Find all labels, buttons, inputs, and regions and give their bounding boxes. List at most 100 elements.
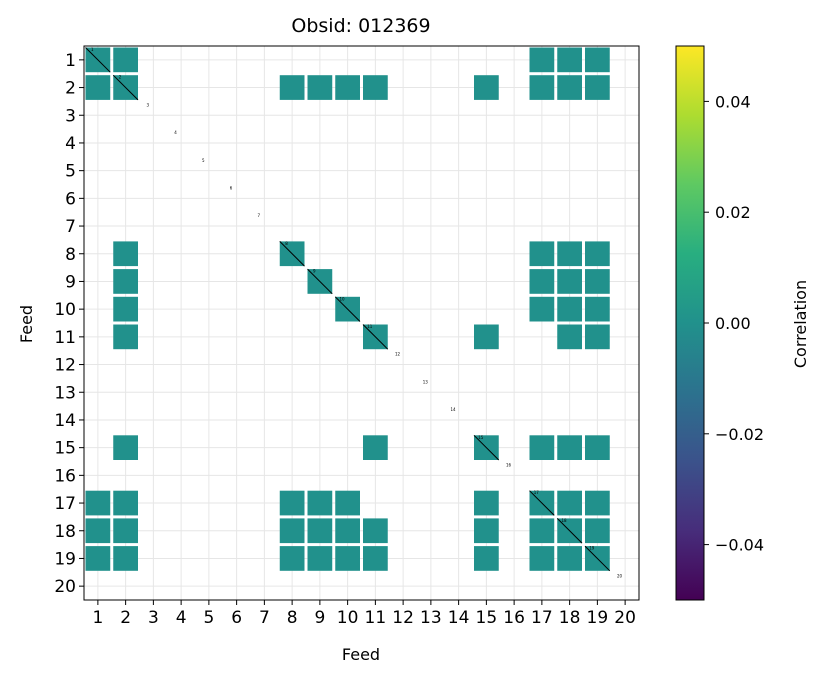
- diagonal-line-18: [556, 518, 583, 544]
- colorbar-tick-label: 0.04: [715, 92, 751, 111]
- y-tick-label: 17: [54, 494, 76, 514]
- y-tick-label: 19: [54, 549, 76, 569]
- y-tick-label: 20: [54, 577, 76, 597]
- y-tick-label: 3: [65, 106, 76, 126]
- diagonal-feed-label: 16: [506, 462, 512, 467]
- x-axis-ticks: 1 2 3 4 5 6 7 8 9 10 11 12 13 14 15 16 17 18 19 20: [92, 600, 636, 628]
- cell-2-11: [363, 75, 388, 100]
- diagonal-feed-label: 7: [258, 213, 261, 218]
- y-tick-label: 2: [65, 79, 76, 99]
- x-tick-label: 5: [203, 608, 214, 628]
- diagonal-feed-label: 3: [147, 102, 150, 107]
- x-tick-label: 9: [314, 608, 325, 628]
- diagonal-feed-label: 4: [174, 130, 177, 135]
- x-tick-label: 13: [420, 608, 442, 628]
- diagonal-feed-label: 12: [395, 352, 401, 357]
- cell-18-15: [474, 518, 499, 544]
- diagonal-feed-label: 18: [562, 518, 568, 523]
- y-tick-label: 9: [65, 272, 76, 292]
- cell-9-17: [529, 269, 555, 294]
- x-tick-label: 6: [231, 608, 242, 628]
- cell-11-15: [474, 324, 499, 350]
- colorbar-label: Correlation: [791, 280, 810, 368]
- cell-2-19: [585, 75, 610, 100]
- y-tick-label: 1: [65, 51, 76, 71]
- diagonal-line-15: [473, 434, 500, 461]
- cell-17-2: [113, 490, 138, 516]
- y-tick-label: 13: [54, 383, 76, 403]
- x-tick-label: 4: [176, 608, 187, 628]
- cell-17-1: [85, 490, 111, 516]
- cell-18-2: [113, 518, 138, 544]
- cell-9-2: [113, 269, 138, 294]
- cell-18-11: [363, 518, 388, 544]
- cell-18-9: [307, 518, 333, 544]
- cell-18-1: [85, 518, 111, 544]
- diagonal-feed-label: 13: [423, 379, 429, 384]
- y-tick-label: 12: [54, 356, 76, 376]
- cell-19-10: [335, 546, 360, 571]
- plot-frame: [83, 45, 640, 601]
- cell-2-17: [529, 75, 555, 100]
- cell-2-8: [279, 75, 305, 100]
- cell-8-17: [529, 241, 555, 267]
- cell-11-19: [585, 324, 610, 350]
- diagonal-feed-label: 6: [230, 185, 233, 190]
- diagonal-feed-label: 9: [313, 269, 316, 274]
- cell-8-18: [557, 241, 582, 267]
- cell-15-2: [113, 435, 138, 460]
- x-tick-label: 3: [148, 608, 159, 628]
- cell-1-18: [557, 47, 582, 73]
- x-tick-label: 14: [448, 608, 470, 628]
- cell-10-17: [529, 296, 555, 322]
- y-tick-label: 6: [65, 189, 76, 209]
- y-tick-label: 15: [54, 439, 76, 459]
- x-tick-label: 1: [92, 608, 103, 628]
- diagonal-feed-label: 15: [478, 435, 484, 440]
- cell-2-10: [335, 75, 360, 100]
- cell-8-2: [113, 241, 138, 267]
- y-tick-label: 4: [65, 134, 76, 154]
- x-tick-label: 2: [120, 608, 131, 628]
- cell-17-15: [474, 490, 499, 516]
- colorbar-ticks: 0.04 0.02 0.00 −0.02 −0.04: [704, 92, 764, 555]
- y-tick-label: 11: [54, 328, 76, 348]
- cell-10-2: [113, 296, 138, 322]
- cell-18-19: [585, 518, 610, 544]
- cell-19-11: [363, 546, 388, 571]
- x-tick-label: 16: [503, 608, 525, 628]
- cell-15-19: [585, 435, 610, 460]
- diagonal-feed-label: 10: [340, 296, 346, 301]
- x-tick-label: 7: [259, 608, 270, 628]
- y-tick-label: 16: [54, 466, 76, 486]
- cell-19-1: [85, 546, 111, 571]
- diagonal-feed-label: 2: [119, 75, 122, 80]
- cell-2-15: [474, 75, 499, 100]
- cell-10-18: [557, 296, 582, 322]
- y-tick-label: 8: [65, 245, 76, 265]
- cell-19-15: [474, 546, 499, 571]
- diagonal-line-1: [85, 47, 111, 73]
- colorbar-tick-label: −0.02: [715, 425, 764, 444]
- cell-2-1: [85, 75, 111, 100]
- diagonal-feed-label: 14: [451, 407, 457, 412]
- x-tick-label: 19: [587, 608, 609, 628]
- x-tick-label: 17: [531, 608, 553, 628]
- cell-19-2: [113, 546, 138, 571]
- colorbar: [675, 45, 705, 601]
- diagonal-feed-label: 11: [367, 324, 373, 329]
- y-tick-label: 10: [54, 300, 76, 320]
- x-tick-label: 15: [476, 608, 498, 628]
- cell-8-19: [585, 241, 610, 267]
- cell-11-18: [557, 324, 582, 350]
- diagonal-feed-label: 8: [285, 241, 288, 246]
- diagonal-line-10: [334, 296, 361, 322]
- x-tick-label: 12: [392, 608, 414, 628]
- x-tick-label: 18: [559, 608, 581, 628]
- x-tick-label: 8: [287, 608, 298, 628]
- colorbar-tick-label: 0.02: [715, 203, 751, 222]
- cell-2-18: [557, 75, 582, 100]
